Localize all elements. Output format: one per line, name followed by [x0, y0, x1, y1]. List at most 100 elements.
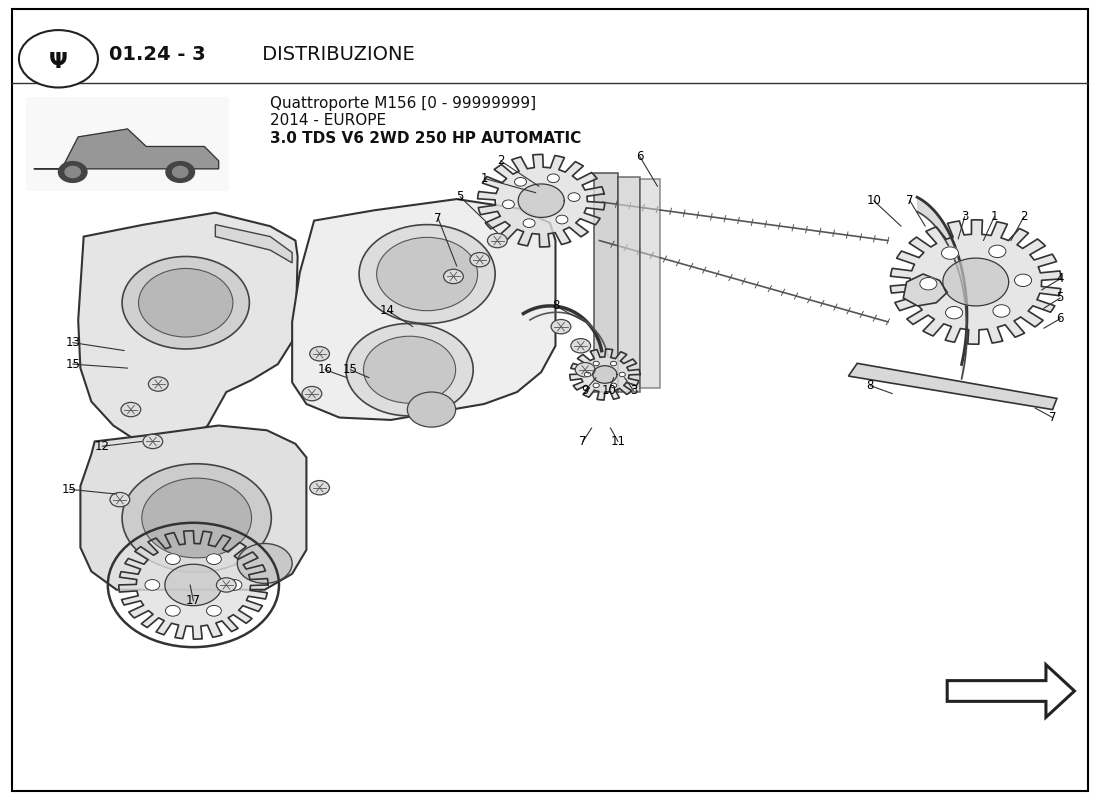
Polygon shape [518, 184, 564, 218]
Text: 7: 7 [1048, 411, 1056, 424]
Text: 2: 2 [1021, 210, 1027, 223]
Polygon shape [848, 363, 1057, 410]
Circle shape [548, 174, 559, 182]
Circle shape [145, 579, 160, 590]
Text: 10: 10 [602, 384, 617, 397]
Text: 7: 7 [906, 194, 914, 207]
Circle shape [207, 606, 221, 616]
Circle shape [1014, 274, 1032, 286]
Circle shape [584, 372, 591, 377]
Text: Ψ: Ψ [50, 52, 68, 72]
Circle shape [619, 372, 626, 377]
Text: 12: 12 [95, 440, 110, 453]
Polygon shape [216, 225, 293, 263]
Text: 6: 6 [1056, 312, 1064, 325]
Circle shape [593, 362, 600, 366]
Text: 6: 6 [636, 150, 644, 163]
Polygon shape [80, 426, 307, 590]
Polygon shape [570, 349, 640, 400]
Text: 3: 3 [629, 384, 637, 397]
Circle shape [363, 336, 455, 403]
Bar [618, 177, 640, 392]
Text: 15: 15 [343, 363, 358, 376]
Circle shape [376, 238, 477, 310]
Circle shape [121, 402, 141, 417]
Circle shape [610, 383, 617, 388]
Circle shape [942, 247, 958, 259]
Circle shape [593, 383, 600, 388]
Circle shape [207, 554, 221, 565]
Circle shape [65, 166, 80, 178]
Circle shape [302, 386, 322, 401]
Text: 8: 8 [552, 299, 559, 313]
Circle shape [19, 30, 98, 87]
Text: 1: 1 [991, 210, 998, 223]
Text: 01.24 - 3: 01.24 - 3 [109, 45, 206, 63]
Text: DISTRIBUZIONE: DISTRIBUZIONE [256, 45, 415, 63]
Circle shape [503, 200, 515, 209]
Circle shape [217, 578, 236, 592]
Circle shape [310, 481, 330, 495]
Circle shape [238, 543, 293, 583]
Circle shape [173, 166, 188, 178]
Text: 3: 3 [961, 210, 968, 223]
Text: 2: 2 [497, 154, 505, 167]
Text: 7: 7 [434, 212, 442, 225]
Circle shape [142, 478, 252, 558]
Circle shape [139, 269, 233, 337]
Text: Quattroporte M156 [0 - 99999999]: Quattroporte M156 [0 - 99999999] [271, 96, 537, 111]
Polygon shape [78, 213, 298, 444]
Circle shape [487, 234, 507, 248]
Circle shape [165, 606, 180, 616]
Text: 13: 13 [65, 336, 80, 349]
Circle shape [443, 270, 463, 284]
Circle shape [58, 162, 87, 182]
Circle shape [122, 257, 250, 349]
Circle shape [310, 346, 330, 361]
Circle shape [556, 215, 568, 224]
Circle shape [993, 305, 1010, 317]
Circle shape [470, 253, 490, 267]
Circle shape [122, 464, 272, 572]
Text: 11: 11 [610, 435, 626, 448]
Circle shape [568, 193, 580, 202]
Text: 17: 17 [186, 594, 201, 607]
Polygon shape [34, 129, 219, 169]
Circle shape [551, 319, 571, 334]
Bar [25, 97, 229, 191]
Circle shape [148, 377, 168, 391]
Text: 4: 4 [1056, 272, 1064, 286]
Bar [640, 179, 660, 388]
Circle shape [946, 306, 962, 319]
Circle shape [345, 323, 473, 416]
Text: 9: 9 [582, 384, 588, 397]
Text: 16: 16 [318, 363, 332, 376]
Bar [594, 173, 618, 392]
Text: 5: 5 [456, 190, 464, 203]
Polygon shape [947, 665, 1075, 718]
Text: 10: 10 [866, 194, 881, 207]
Circle shape [575, 362, 595, 377]
Text: 2014 - EUROPE: 2014 - EUROPE [271, 114, 386, 129]
Polygon shape [890, 220, 1062, 344]
Circle shape [989, 245, 1005, 258]
Circle shape [227, 579, 242, 590]
Text: 7: 7 [580, 435, 586, 448]
Circle shape [407, 392, 455, 427]
Circle shape [610, 362, 617, 366]
Circle shape [165, 554, 180, 565]
Circle shape [571, 338, 591, 353]
Text: 8: 8 [867, 379, 875, 392]
Text: 3.0 TDS V6 2WD 250 HP AUTOMATIC: 3.0 TDS V6 2WD 250 HP AUTOMATIC [271, 131, 582, 146]
Circle shape [143, 434, 163, 449]
Circle shape [166, 162, 195, 182]
Text: 15: 15 [62, 482, 77, 496]
Polygon shape [943, 258, 1009, 306]
Polygon shape [477, 154, 605, 247]
Text: 1: 1 [481, 172, 488, 185]
Text: 14: 14 [381, 304, 395, 318]
Circle shape [515, 178, 527, 186]
Circle shape [920, 278, 937, 290]
Polygon shape [593, 366, 617, 383]
Circle shape [524, 218, 535, 227]
